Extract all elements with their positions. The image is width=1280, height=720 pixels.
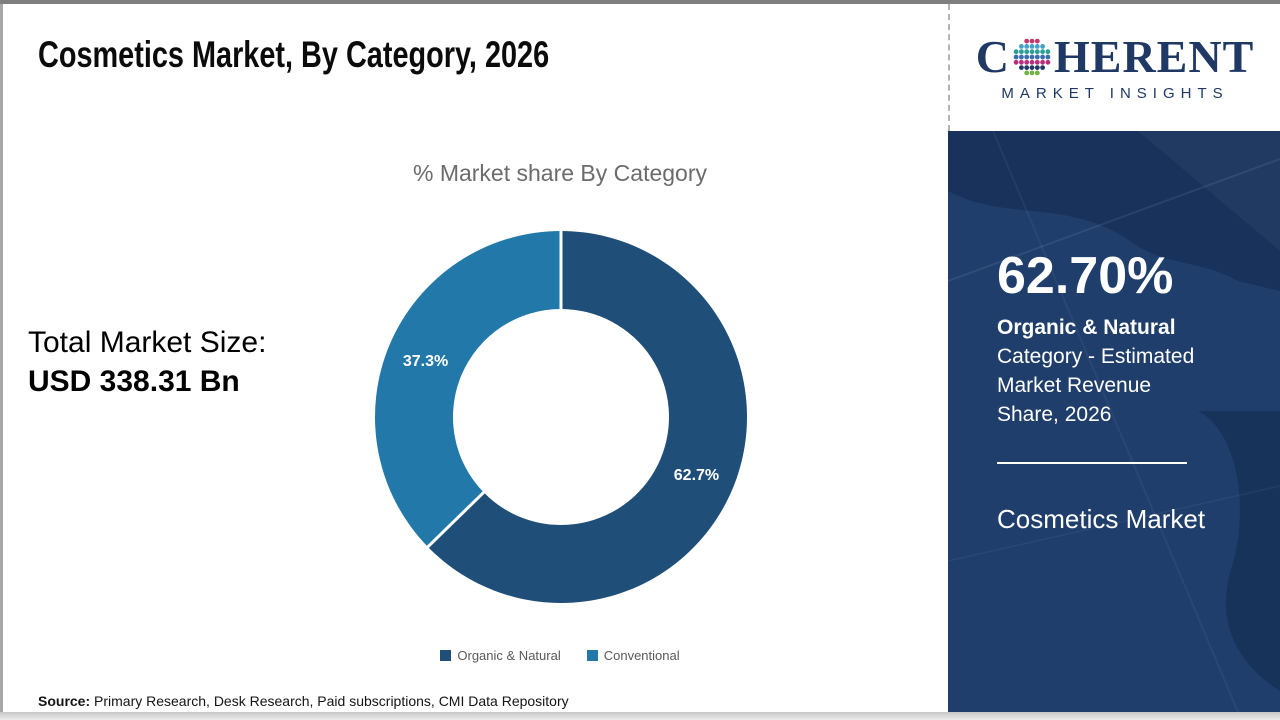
globe-dot: [1029, 70, 1035, 75]
sidebar-report-title: Cosmetics Market: [997, 504, 1206, 534]
total-market-size-label: Total Market Size:: [28, 326, 267, 359]
source-line: Source: Primary Research, Desk Research,…: [38, 693, 569, 709]
total-market-size-value: USD 338.31 Bn: [28, 365, 240, 398]
globe-dot: [1024, 38, 1030, 43]
donut-slice-label: 62.7%: [674, 467, 719, 484]
globe-dot: [1024, 48, 1030, 54]
globe-dot: [1034, 64, 1040, 70]
logo-tagline: MARKET INSIGHTS: [1001, 84, 1229, 102]
globe-dot: [1029, 48, 1035, 54]
donut-slice-organic-natural: [427, 231, 747, 603]
globe-dot: [1024, 54, 1030, 59]
legend-label: Organic & Natural: [457, 648, 561, 663]
chart-title: % Market share By Category: [412, 160, 707, 186]
globe-dot: [1045, 48, 1051, 54]
sidebar-divider: [997, 462, 1187, 464]
globe-dot: [1029, 54, 1035, 59]
sidebar-content: 62.70% Organic & Natural Category - Esti…: [948, 131, 1280, 535]
legend-swatch: [586, 650, 598, 661]
globe-dot: [1029, 43, 1035, 49]
bottom-border: [0, 712, 1280, 720]
sidebar-map-texture: [948, 131, 1280, 712]
donut-slice-conventional: [375, 231, 561, 547]
globe-dot: [1034, 43, 1040, 49]
globe-dot: [1040, 43, 1045, 49]
globe-dot: [1018, 54, 1024, 59]
globe-dot: [1024, 43, 1030, 49]
slice-separator: [426, 490, 486, 549]
globe-dot: [1045, 59, 1051, 65]
page-title: Cosmetics Market, By Category, 2026: [38, 34, 550, 75]
globe-dot: [1029, 38, 1035, 43]
legend-swatch: [440, 650, 452, 661]
left-border: [0, 4, 3, 712]
highlight-category-name: Organic & Natural: [997, 316, 1176, 339]
legend-item-organic-natural: Organic & Natural: [440, 648, 561, 663]
globe-dot: [1018, 64, 1024, 70]
globe-dot: [1034, 54, 1040, 59]
highlight-sidebar: 62.70% Organic & Natural Category - Esti…: [948, 131, 1280, 712]
coherent-logo-wordmark: C HERENT: [975, 30, 1255, 82]
globe-dot: [1040, 64, 1045, 70]
globe-dot: [1040, 48, 1045, 54]
globe-dot: [1018, 43, 1024, 49]
globe-dot: [1024, 70, 1030, 75]
donut-chart: 62.7% 37.3%: [375, 230, 747, 603]
highlight-description-text: Category - Estimated Market Revenue Shar…: [997, 345, 1195, 426]
globe-dot: [1034, 59, 1040, 65]
logo-letters-herent: HERENT: [1053, 30, 1255, 82]
total-market-size-block: Total Market Size: USD 338.31 Bn: [28, 324, 266, 402]
globe-dot: [1040, 54, 1045, 59]
globe-dot: [1029, 59, 1035, 65]
globe-dot: [1034, 70, 1040, 75]
globe-dot: [1024, 64, 1030, 70]
highlight-description: Organic & Natural Category - Estimated M…: [997, 313, 1215, 429]
chart-legend: Organic & Natural Conventional: [280, 648, 840, 663]
globe-dot: [1034, 38, 1040, 43]
globe-dot: [1013, 54, 1019, 59]
source-label: Source:: [38, 693, 91, 709]
top-border: [0, 0, 1280, 4]
legend-item-conventional: Conventional: [586, 648, 680, 663]
globe-dot: [1018, 59, 1024, 65]
coherent-logo: C HERENT MARKET INSIGHTS: [948, 4, 1280, 131]
globe-dot: [1029, 64, 1035, 70]
globe-dot: [1040, 59, 1045, 65]
globe-dot: [1034, 48, 1040, 54]
logo-letter-c: C: [975, 30, 1010, 82]
legend-label: Conventional: [603, 648, 680, 663]
coherent-globe-icon: [1013, 38, 1051, 75]
globe-dot: [1013, 48, 1019, 54]
highlight-percentage: 62.70%: [997, 247, 1174, 305]
donut-slice-label: 37.3%: [403, 353, 448, 370]
source-text: Primary Research, Desk Research, Paid su…: [90, 693, 569, 709]
globe-dot: [1024, 59, 1030, 65]
globe-dot: [1018, 48, 1024, 54]
globe-dot: [1045, 54, 1051, 59]
globe-dot: [1013, 59, 1019, 65]
